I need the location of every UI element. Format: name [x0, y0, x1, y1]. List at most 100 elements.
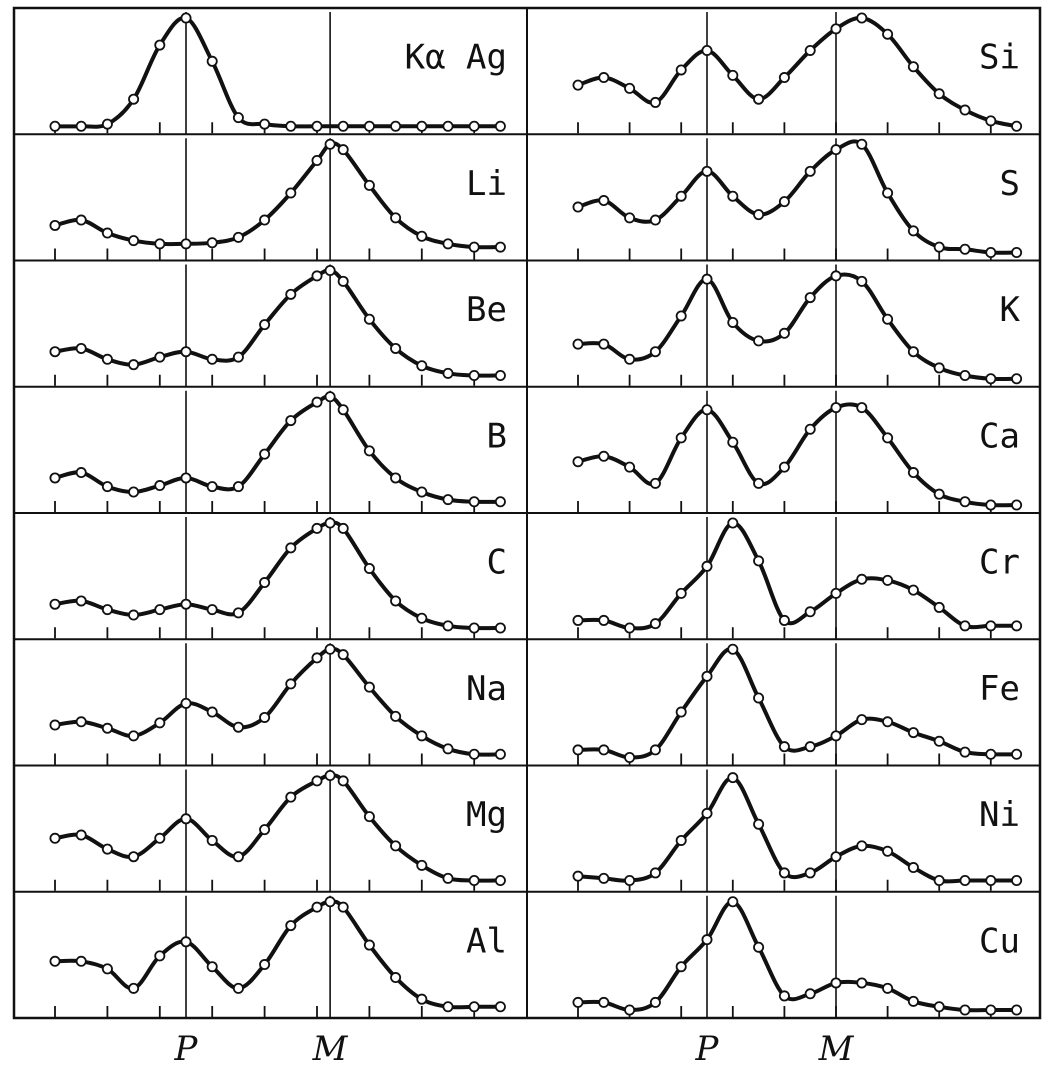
panel-label: Al — [466, 921, 507, 961]
data-point — [1011, 1004, 1023, 1016]
data-point — [363, 562, 375, 574]
data-point — [206, 834, 218, 846]
data-point — [416, 859, 428, 871]
panel-label: Ni — [979, 795, 1020, 835]
data-point — [285, 288, 297, 300]
data-point — [337, 404, 349, 416]
data-point — [259, 959, 271, 971]
data-point — [49, 719, 61, 731]
data-point — [128, 609, 140, 621]
data-point — [337, 120, 349, 132]
data-point — [727, 69, 739, 81]
data-point — [324, 138, 336, 150]
panel-right-5: Cr — [527, 517, 1040, 641]
series-line-Ca — [576, 402, 1019, 508]
series-line-Si — [576, 15, 1019, 129]
x-marker-label-P: P — [174, 1029, 199, 1069]
panel-left-7: Mg — [14, 769, 527, 893]
data-point — [494, 622, 506, 634]
data-point — [933, 88, 945, 100]
data-point — [1011, 373, 1023, 385]
panel-right-6: Fe — [527, 643, 1040, 767]
data-point — [128, 730, 140, 742]
data-point — [232, 721, 244, 733]
data-point — [416, 612, 428, 624]
data-point — [390, 710, 402, 722]
series-line-B — [53, 394, 503, 504]
series-line-Li — [53, 141, 503, 250]
data-point — [337, 649, 349, 661]
data-point — [232, 481, 244, 493]
data-point — [311, 775, 323, 787]
data-point — [959, 620, 971, 632]
data-point — [363, 681, 375, 693]
data-point — [778, 72, 790, 84]
data-point — [882, 845, 894, 857]
data-point — [416, 230, 428, 242]
data-point — [804, 44, 816, 56]
data-point — [804, 292, 816, 304]
data-point — [675, 961, 687, 973]
data-point — [675, 190, 687, 202]
data-point — [128, 851, 140, 863]
data-point — [75, 120, 87, 132]
data-point — [856, 714, 868, 726]
data-point — [701, 807, 713, 819]
data-point — [468, 875, 480, 887]
data-point — [830, 730, 842, 742]
data-point — [933, 1001, 945, 1013]
data-point — [206, 481, 218, 493]
panel-right-7: Ni — [527, 769, 1040, 893]
data-point — [232, 231, 244, 243]
data-point — [363, 179, 375, 191]
data-point — [856, 12, 868, 24]
data-point — [337, 522, 349, 534]
data-point — [959, 370, 971, 382]
data-point — [259, 711, 271, 723]
data-point — [390, 342, 402, 354]
data-point — [442, 238, 454, 250]
data-point — [128, 93, 140, 105]
data-point — [624, 353, 636, 365]
data-point — [468, 241, 480, 253]
data-point — [830, 144, 842, 156]
data-point — [442, 1001, 454, 1013]
data-point — [154, 717, 166, 729]
data-point — [907, 467, 919, 479]
data-point — [442, 494, 454, 506]
data-point — [468, 1001, 480, 1013]
data-point — [1011, 875, 1023, 887]
panel-label: B — [487, 416, 507, 456]
data-point — [101, 481, 113, 493]
data-point — [1011, 620, 1023, 632]
panel-right-4: Ca — [527, 390, 1040, 514]
panel-left-3: Be — [14, 264, 527, 388]
data-point — [882, 982, 894, 994]
data-point — [753, 477, 765, 489]
data-point — [727, 436, 739, 448]
data-point — [675, 64, 687, 76]
data-point — [985, 875, 997, 887]
panel-right-1: Si — [527, 12, 1040, 136]
data-point — [154, 238, 166, 250]
data-point — [572, 614, 584, 626]
data-point — [572, 870, 584, 882]
panel-label: Cu — [979, 921, 1020, 961]
data-point — [907, 61, 919, 73]
data-point — [907, 995, 919, 1007]
data-point — [206, 604, 218, 616]
data-point — [572, 456, 584, 468]
panel-right-2: S — [527, 138, 1040, 262]
data-point — [882, 432, 894, 444]
data-point — [180, 598, 192, 610]
data-point — [324, 896, 336, 908]
data-point — [337, 275, 349, 287]
data-point — [598, 872, 610, 884]
data-point — [959, 746, 971, 758]
data-point — [804, 423, 816, 435]
data-point — [468, 748, 480, 760]
data-point — [856, 977, 868, 989]
data-point — [649, 346, 661, 358]
data-point — [154, 39, 166, 51]
data-point — [75, 716, 87, 728]
